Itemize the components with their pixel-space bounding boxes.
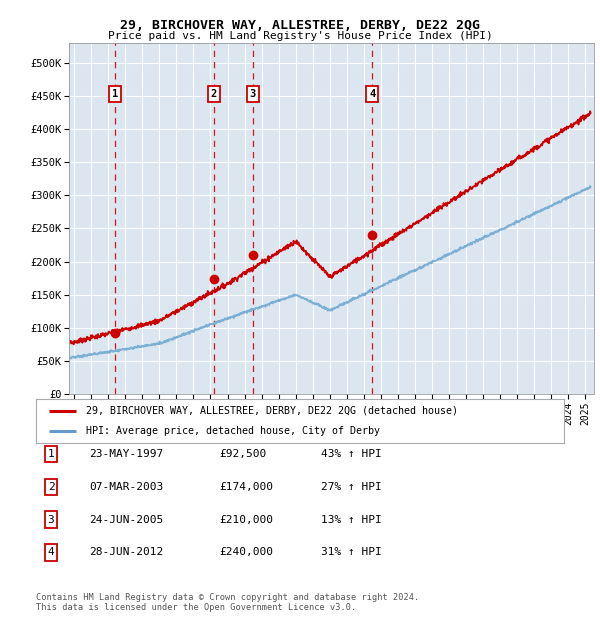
Text: 3: 3	[47, 515, 55, 525]
Text: 4: 4	[369, 89, 376, 99]
Text: 13% ↑ HPI: 13% ↑ HPI	[321, 515, 382, 525]
Text: Contains HM Land Registry data © Crown copyright and database right 2024.
This d: Contains HM Land Registry data © Crown c…	[36, 593, 419, 612]
Text: 24-JUN-2005: 24-JUN-2005	[89, 515, 163, 525]
Text: 28-JUN-2012: 28-JUN-2012	[89, 547, 163, 557]
Text: 2: 2	[47, 482, 55, 492]
Text: Price paid vs. HM Land Registry's House Price Index (HPI): Price paid vs. HM Land Registry's House …	[107, 31, 493, 41]
Text: £174,000: £174,000	[219, 482, 273, 492]
Text: 1: 1	[47, 449, 55, 459]
Text: 27% ↑ HPI: 27% ↑ HPI	[321, 482, 382, 492]
Text: 43% ↑ HPI: 43% ↑ HPI	[321, 449, 382, 459]
Text: 23-MAY-1997: 23-MAY-1997	[89, 449, 163, 459]
Text: 29, BIRCHOVER WAY, ALLESTREE, DERBY, DE22 2QG: 29, BIRCHOVER WAY, ALLESTREE, DERBY, DE2…	[120, 19, 480, 32]
Text: £210,000: £210,000	[219, 515, 273, 525]
Text: 3: 3	[250, 89, 256, 99]
Text: 29, BIRCHOVER WAY, ALLESTREE, DERBY, DE22 2QG (detached house): 29, BIRCHOVER WAY, ALLESTREE, DERBY, DE2…	[86, 405, 458, 416]
Text: 31% ↑ HPI: 31% ↑ HPI	[321, 547, 382, 557]
Text: 1: 1	[112, 89, 118, 99]
Text: 2: 2	[211, 89, 217, 99]
Text: £240,000: £240,000	[219, 547, 273, 557]
Text: 07-MAR-2003: 07-MAR-2003	[89, 482, 163, 492]
Text: 4: 4	[47, 547, 55, 557]
Text: £92,500: £92,500	[219, 449, 266, 459]
Text: HPI: Average price, detached house, City of Derby: HPI: Average price, detached house, City…	[86, 426, 380, 436]
